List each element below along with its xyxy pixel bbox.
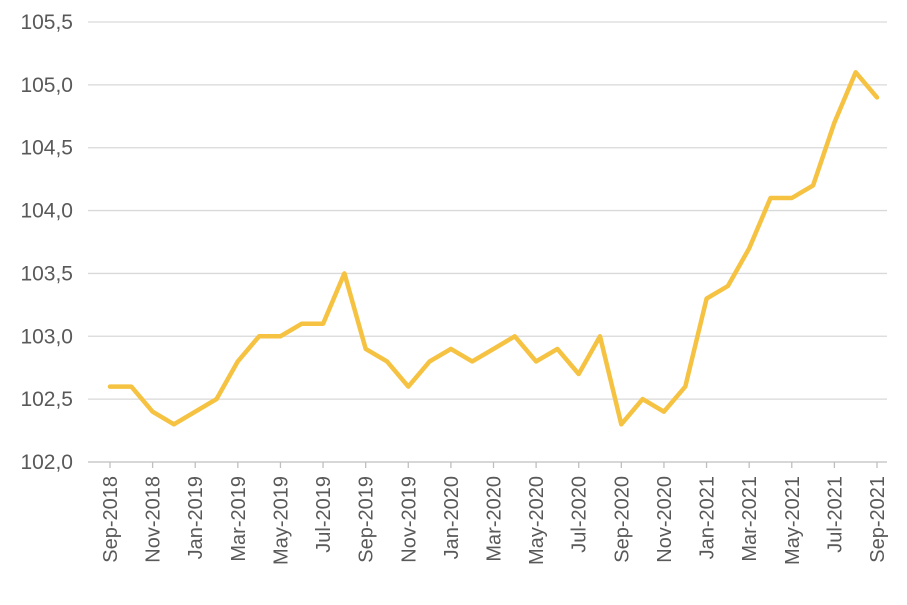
y-tick-label: 102,0: [20, 451, 73, 474]
x-tick-label: May-2019: [270, 476, 292, 565]
y-tick-label: 103,0: [20, 325, 73, 348]
x-tick-label: Sep-2018: [100, 476, 122, 563]
x-tick-label: Nov-2020: [654, 476, 676, 563]
y-tick-label: 103,5: [20, 262, 73, 285]
x-tick-label: May-2021: [782, 476, 804, 565]
x-tick-label: May-2020: [526, 476, 548, 565]
x-tick-label: Mar-2019: [228, 476, 250, 562]
y-tick-label: 104,0: [20, 200, 73, 223]
x-tick-label: Sep-2021: [867, 476, 889, 563]
y-tick-label: 102,5: [20, 388, 73, 411]
series-line: [107, 70, 880, 427]
x-tick-label: Jul-2019: [313, 476, 335, 553]
y-axis-ticks: 102,0 102,5 103,0 103,5 104,0 104,5 105,0 105,5: [20, 11, 73, 474]
x-tick-label: Mar-2020: [484, 476, 506, 562]
series-layer: [107, 70, 880, 427]
y-tick-label: 104,5: [20, 137, 73, 160]
gridlines: [88, 21, 887, 463]
x-tick-label: Jul-2021: [824, 476, 846, 553]
x-tick-label: Jul-2020: [569, 476, 591, 553]
x-tick-label: Jan-2019: [185, 476, 207, 559]
x-tick-label: Jan-2020: [441, 476, 463, 559]
x-tick-label: Jan-2021: [697, 476, 719, 559]
y-tick-label: 105,0: [20, 74, 73, 97]
y-tick-label: 105,5: [20, 11, 73, 34]
x-axis-ticks: Sep-2018 Nov-2018 Jan-2019 Mar-2019 May-2019…: [100, 462, 889, 565]
x-tick-label: Mar-2021: [739, 476, 761, 562]
x-tick-label: Nov-2018: [143, 476, 165, 563]
x-tick-label: Sep-2020: [611, 476, 633, 563]
x-tick-label: Sep-2019: [356, 476, 378, 563]
x-tick-label: Nov-2019: [398, 476, 420, 563]
